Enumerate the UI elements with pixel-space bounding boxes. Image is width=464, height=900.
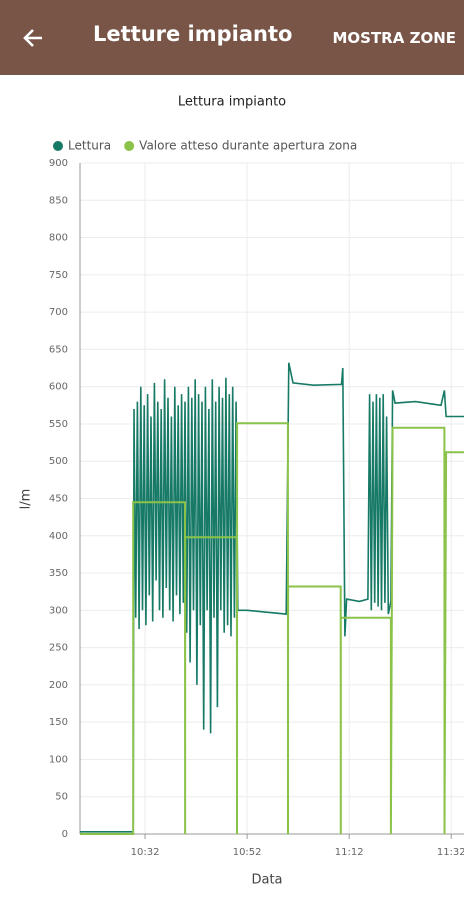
app-title: Letture impianto xyxy=(93,22,293,46)
y-tick-label: 800 xyxy=(49,233,68,244)
y-tick-label: 100 xyxy=(49,754,68,765)
series-line xyxy=(80,362,464,833)
y-tick-label: 50 xyxy=(55,792,68,803)
y-tick-label: 650 xyxy=(49,344,68,355)
y-tick-label: 200 xyxy=(49,680,68,691)
legend-label: Lettura xyxy=(68,139,111,153)
y-tick-label: 900 xyxy=(49,158,68,169)
y-tick-label: 400 xyxy=(49,531,68,542)
x-axis-label: Data xyxy=(251,873,282,888)
y-tick-label: 600 xyxy=(49,382,68,393)
app-bar: Letture impianto MOSTRA ZONE xyxy=(0,0,464,75)
y-tick-label: 700 xyxy=(49,307,68,318)
y-tick-label: 450 xyxy=(49,494,68,505)
legend-swatch xyxy=(124,141,135,151)
y-tick-label: 300 xyxy=(49,605,68,616)
chart-title: Lettura impianto xyxy=(178,95,286,110)
series-line xyxy=(80,422,464,835)
y-tick-label: 850 xyxy=(49,195,68,206)
x-tick-label: 11:32 xyxy=(437,847,464,858)
legend-swatch xyxy=(53,141,63,151)
chart: Lettura impianto Data l/m 0 50 100 150 200 25… xyxy=(19,95,464,888)
y-tick-label: 750 xyxy=(49,270,68,281)
y-tick-label: 250 xyxy=(49,643,68,654)
x-tick-label: 10:32 xyxy=(131,847,160,858)
y-tick-label: 350 xyxy=(49,568,68,579)
y-tick-label: 0 xyxy=(62,829,68,840)
x-tick-label: 11:12 xyxy=(335,847,364,858)
y-tick-label: 500 xyxy=(49,456,68,467)
show-zones-button[interactable]: MOSTRA ZONE xyxy=(332,29,456,47)
y-tick-label: 150 xyxy=(49,717,68,728)
y-tick-label: 550 xyxy=(49,419,68,430)
y-axis-label: l/m xyxy=(19,489,34,510)
legend-label: Valore atteso durante apertura zona xyxy=(139,139,357,153)
plot-area xyxy=(80,362,464,835)
back-button[interactable] xyxy=(20,23,50,53)
x-tick-label: 10:52 xyxy=(233,847,262,858)
